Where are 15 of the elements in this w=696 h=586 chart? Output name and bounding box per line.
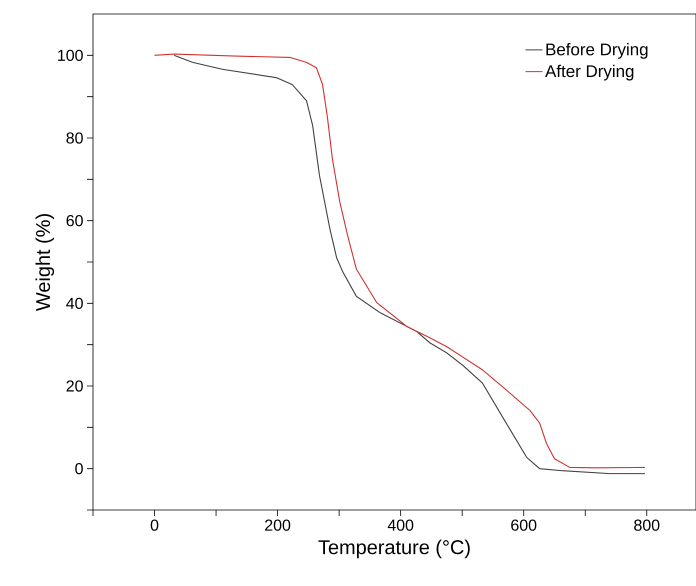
x-tick-label: 600: [511, 520, 536, 531]
x-tick-label: 800: [634, 520, 660, 531]
y-tick-label: 100: [58, 50, 83, 61]
x-tick-label: 200: [265, 520, 290, 531]
legend-label: After Drying: [545, 64, 634, 81]
y-tick-label: 80: [66, 132, 83, 144]
x-axis-title: Temperature (°C): [318, 540, 470, 558]
x-tick-label: 400: [388, 520, 414, 531]
y-tick-label: 20: [66, 380, 83, 392]
y-tick-label: 40: [66, 298, 83, 309]
y-tick-label: 60: [66, 215, 83, 226]
y-tick-label: 0: [75, 463, 83, 474]
legend-label: Before Drying: [546, 42, 648, 59]
x-tick-label: 0: [150, 520, 158, 531]
y-axis-title: Weight (%): [35, 214, 54, 311]
